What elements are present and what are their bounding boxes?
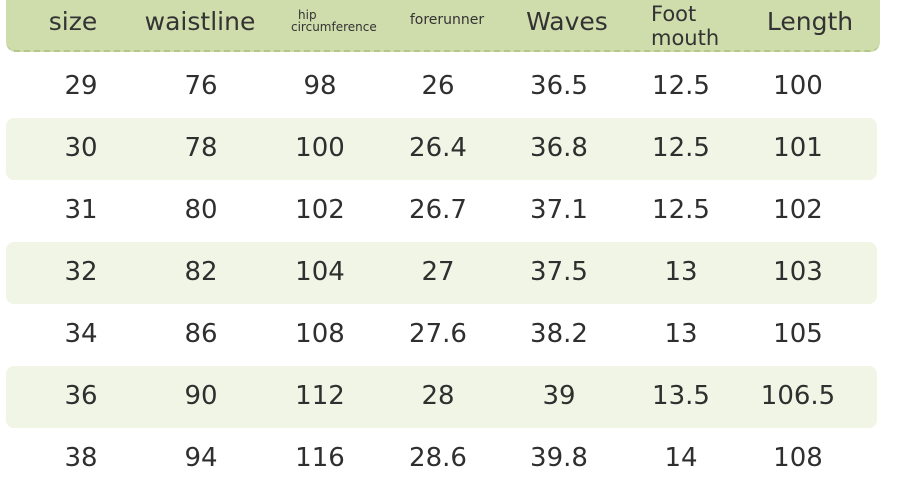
table-cell: 39.8 bbox=[530, 443, 588, 473]
table-cell: 37.1 bbox=[530, 195, 588, 225]
table-cell: 102 bbox=[773, 195, 823, 225]
table-cell: 90 bbox=[184, 381, 218, 411]
table-cell: 100 bbox=[773, 71, 823, 101]
row-stripe bbox=[6, 366, 877, 428]
table-cell: 39 bbox=[542, 381, 576, 411]
header-hip-line2: circumference bbox=[291, 20, 377, 34]
table-cell: 30 bbox=[64, 133, 98, 163]
table-cell: 36 bbox=[64, 381, 98, 411]
table-cell: 104 bbox=[295, 257, 345, 287]
table-cell: 37.5 bbox=[530, 257, 588, 287]
table-cell: 108 bbox=[773, 443, 823, 473]
table-cell: 26.4 bbox=[409, 133, 467, 163]
table-cell: 100 bbox=[295, 133, 345, 163]
table-cell: 12.5 bbox=[652, 71, 710, 101]
table-cell: 13 bbox=[664, 257, 698, 287]
table-cell: 38.2 bbox=[530, 319, 588, 349]
table-cell: 26.7 bbox=[409, 195, 467, 225]
table-cell: 116 bbox=[295, 443, 345, 473]
header-size: size bbox=[48, 7, 98, 36]
header-hip-line1: hip bbox=[298, 8, 317, 22]
table-cell: 38 bbox=[64, 443, 98, 473]
table-cell: 86 bbox=[184, 319, 218, 349]
table-cell: 28.6 bbox=[409, 443, 467, 473]
header-length: Length bbox=[766, 7, 854, 36]
table-cell: 102 bbox=[295, 195, 345, 225]
table-cell: 82 bbox=[184, 257, 218, 287]
table-cell: 13 bbox=[664, 319, 698, 349]
table-cell: 13.5 bbox=[652, 381, 710, 411]
table-cell: 14 bbox=[664, 443, 698, 473]
header-forerunner: forerunner bbox=[409, 12, 485, 28]
table-cell: 103 bbox=[773, 257, 823, 287]
table-cell: 105 bbox=[773, 319, 823, 349]
table-cell: 29 bbox=[64, 71, 98, 101]
header-foot-line2: mouth bbox=[651, 26, 720, 50]
table-cell: 36.8 bbox=[530, 133, 588, 163]
table-cell: 78 bbox=[184, 133, 218, 163]
table-cell: 112 bbox=[295, 381, 345, 411]
table-cell: 98 bbox=[303, 71, 337, 101]
table-cell: 80 bbox=[184, 195, 218, 225]
row-stripe bbox=[6, 118, 877, 180]
table-cell: 12.5 bbox=[652, 133, 710, 163]
header-waistline: waistline bbox=[144, 7, 256, 36]
table-cell: 106.5 bbox=[760, 381, 836, 411]
table-cell: 31 bbox=[64, 195, 98, 225]
header-foot-line1: Foot bbox=[651, 2, 697, 26]
table-cell: 32 bbox=[64, 257, 98, 287]
table-cell: 12.5 bbox=[652, 195, 710, 225]
table-cell: 27 bbox=[421, 257, 455, 287]
table-cell: 76 bbox=[184, 71, 218, 101]
table-header bbox=[6, 0, 880, 52]
table-cell: 28 bbox=[421, 381, 455, 411]
table-cell: 26 bbox=[421, 71, 455, 101]
table-cell: 36.5 bbox=[530, 71, 588, 101]
table-cell: 27.6 bbox=[409, 319, 467, 349]
row-stripe bbox=[6, 242, 877, 304]
table-cell: 94 bbox=[184, 443, 218, 473]
header-waves: Waves bbox=[526, 7, 608, 36]
table-cell: 101 bbox=[773, 133, 823, 163]
table-cell: 108 bbox=[295, 319, 345, 349]
table-cell: 34 bbox=[64, 319, 98, 349]
